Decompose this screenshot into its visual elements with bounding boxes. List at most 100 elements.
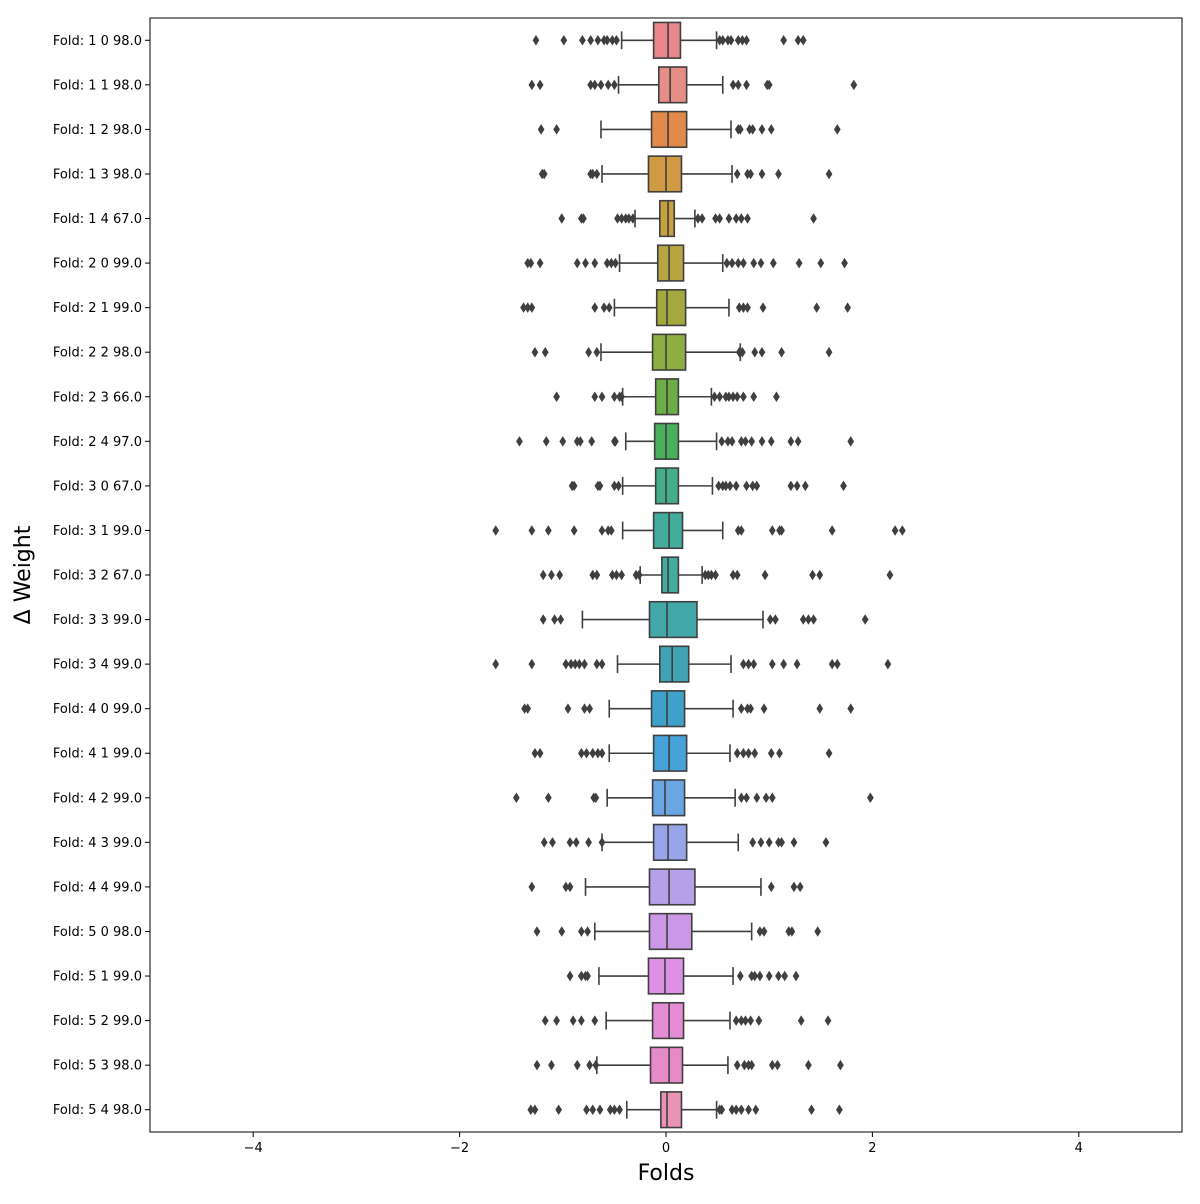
outlier-point	[560, 35, 568, 46]
outlier-point	[618, 391, 625, 403]
outlier-point	[767, 881, 775, 893]
outlier-point	[598, 658, 606, 670]
box-group: Fold: 5 2 99.0	[53, 1001, 832, 1040]
outlier-point	[592, 1059, 600, 1071]
outlier-point	[737, 703, 745, 714]
x-tick-label: 0	[662, 1141, 670, 1156]
outlier-point	[613, 35, 620, 46]
outlier-point	[759, 302, 767, 313]
outlier-point	[591, 79, 599, 91]
outlier-point	[593, 658, 601, 670]
outlier-point	[719, 35, 727, 46]
outlier-point	[733, 747, 741, 759]
outlier-point	[836, 1104, 843, 1115]
outlier-point	[768, 658, 776, 670]
iqr-box	[655, 289, 687, 327]
outlier-point	[598, 391, 606, 403]
outlier-point	[585, 837, 592, 848]
outlier-point	[608, 569, 616, 581]
x-axis-label: Folds	[638, 1161, 695, 1186]
y-tick-label: Fold: 2 3 66.0	[53, 390, 142, 405]
outlier-point	[544, 792, 552, 804]
outlier-point	[712, 569, 719, 581]
outlier-point	[816, 569, 824, 581]
iqr-box	[650, 110, 688, 149]
outlier-point	[898, 525, 906, 536]
iqr-box	[651, 333, 687, 371]
outlier-point	[635, 569, 643, 581]
y-tick-label: Fold: 4 2 99.0	[53, 791, 142, 806]
outlier-point	[629, 213, 637, 224]
iqr-box	[647, 957, 685, 995]
outlier-point	[578, 926, 585, 937]
outlier-point	[744, 213, 751, 224]
box-group: Fold: 4 0 99.0	[53, 690, 855, 728]
outlier-point	[589, 569, 597, 581]
outlier-point	[740, 658, 747, 670]
outlier-point	[597, 79, 605, 91]
outlier-point	[737, 213, 745, 224]
x-tick-label: −4	[244, 1141, 263, 1156]
outlier-point	[592, 792, 600, 804]
y-tick-label: Fold: 4 1 99.0	[53, 747, 142, 762]
outlier-point	[516, 436, 523, 447]
outlier-point	[581, 703, 588, 714]
outlier-point	[769, 257, 777, 269]
box-group: Fold: 1 4 67.0	[53, 199, 817, 238]
outlier-point	[588, 436, 596, 447]
x-tick-label: −2	[450, 1141, 469, 1156]
outlier-point	[618, 569, 625, 581]
outlier-point	[844, 302, 851, 313]
outlier-point	[768, 1059, 776, 1071]
outlier-point	[757, 257, 765, 269]
outlier-point	[758, 124, 766, 135]
outlier-point	[694, 213, 702, 224]
y-tick-label: Fold: 5 4 98.0	[53, 1103, 142, 1118]
y-tick-label: Fold: 2 4 97.0	[53, 435, 142, 450]
outlier-point	[576, 436, 584, 447]
box-group: Fold: 4 2 99.0	[53, 779, 874, 817]
outlier-point	[718, 436, 726, 447]
outlier-point	[570, 480, 578, 492]
outlier-point	[810, 213, 817, 224]
outlier-point	[722, 480, 730, 492]
outlier-point	[559, 436, 567, 447]
outlier-point	[742, 436, 749, 447]
outlier-point	[716, 391, 724, 403]
outlier-point	[780, 35, 788, 46]
outlier-point	[520, 302, 527, 313]
outlier-point	[594, 747, 602, 759]
outlier-point	[745, 747, 752, 759]
outlier-point	[598, 747, 606, 759]
outlier-point	[744, 302, 751, 313]
outlier-point	[570, 525, 578, 536]
outlier-point	[761, 569, 769, 581]
outlier-point	[591, 391, 599, 403]
outlier-point	[847, 703, 855, 714]
outlier-point	[725, 391, 733, 403]
outlier-point	[604, 79, 612, 91]
outlier-point	[840, 480, 847, 492]
outlier-point	[611, 79, 618, 91]
outlier-point	[603, 257, 611, 269]
iqr-box	[652, 823, 688, 861]
outlier-point	[809, 569, 816, 581]
outlier-point	[723, 257, 731, 269]
iqr-box	[651, 779, 686, 817]
outlier-point	[736, 124, 744, 135]
outlier-point	[756, 970, 764, 982]
outlier-point	[778, 837, 785, 848]
outlier-point	[758, 436, 766, 447]
outlier-point	[794, 436, 802, 447]
outlier-point	[747, 1015, 754, 1026]
iqr-box	[648, 600, 698, 639]
outlier-point	[837, 1059, 844, 1071]
outlier-point	[582, 257, 589, 269]
y-tick-label: Fold: 4 4 99.0	[53, 880, 142, 895]
outlier-point	[805, 1059, 812, 1071]
outlier-point	[541, 346, 549, 358]
outlier-point	[778, 525, 785, 536]
outlier-point	[598, 525, 606, 536]
